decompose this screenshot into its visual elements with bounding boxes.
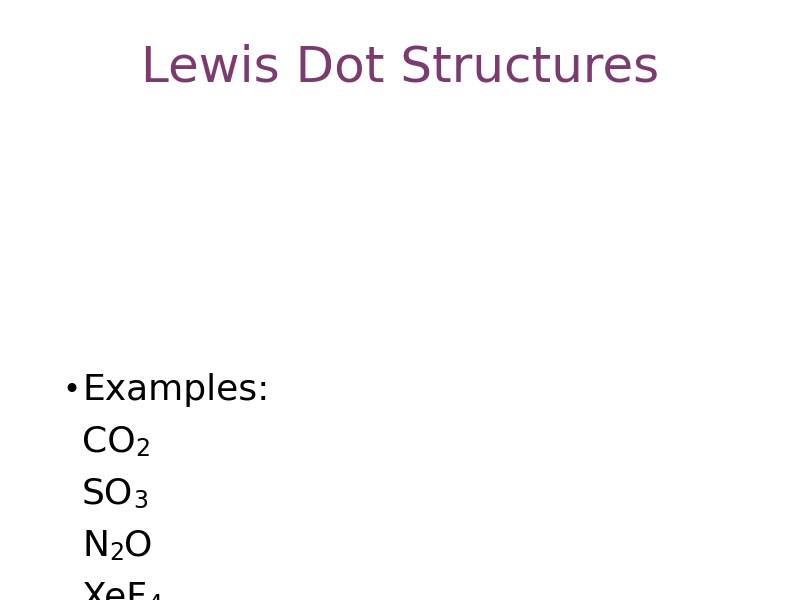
Text: SO: SO (82, 477, 134, 511)
Text: •: • (62, 376, 80, 404)
Text: CO: CO (82, 425, 136, 459)
Text: XeF: XeF (82, 581, 148, 600)
Text: 2: 2 (136, 437, 150, 461)
Text: 4: 4 (148, 593, 163, 600)
Text: Lewis Dot Structures: Lewis Dot Structures (141, 44, 659, 92)
Text: 2: 2 (109, 541, 124, 565)
Text: N: N (82, 529, 109, 563)
Text: O: O (124, 529, 152, 563)
Text: Examples:: Examples: (82, 373, 270, 407)
Text: 3: 3 (134, 489, 148, 513)
